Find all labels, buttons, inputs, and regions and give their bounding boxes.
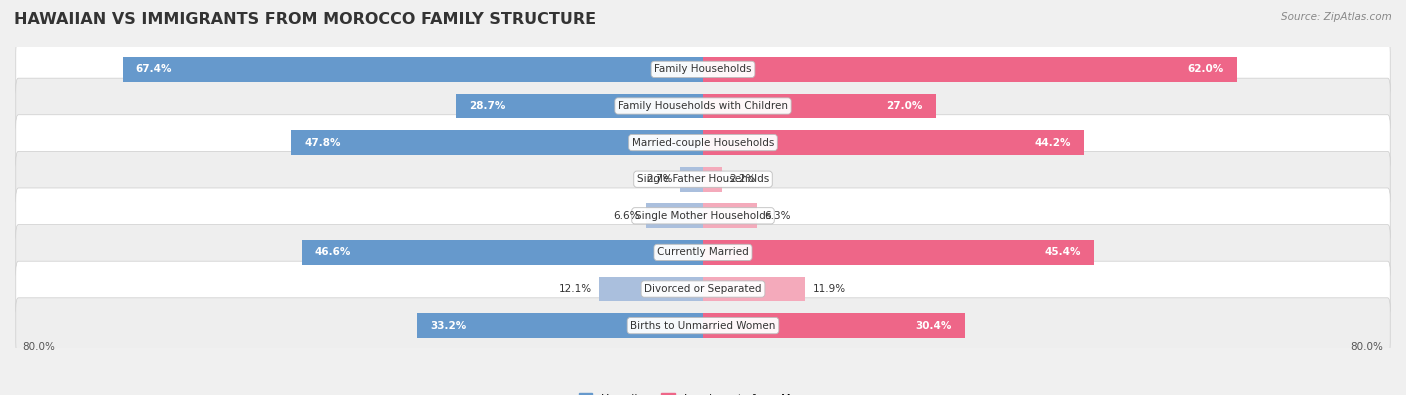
Text: Family Households: Family Households xyxy=(654,64,752,74)
Bar xyxy=(302,240,703,265)
Bar xyxy=(703,203,758,228)
Text: Single Mother Households: Single Mother Households xyxy=(636,211,770,221)
Text: 67.4%: 67.4% xyxy=(135,64,172,74)
Text: 33.2%: 33.2% xyxy=(430,321,467,331)
Text: 44.2%: 44.2% xyxy=(1035,137,1071,148)
Bar xyxy=(703,57,1237,82)
Text: 28.7%: 28.7% xyxy=(468,101,505,111)
Text: 62.0%: 62.0% xyxy=(1188,64,1225,74)
Text: 45.4%: 45.4% xyxy=(1045,247,1081,258)
Text: 2.2%: 2.2% xyxy=(728,174,755,184)
Text: Source: ZipAtlas.com: Source: ZipAtlas.com xyxy=(1281,12,1392,22)
FancyBboxPatch shape xyxy=(15,298,1391,354)
Text: 46.6%: 46.6% xyxy=(315,247,352,258)
Bar xyxy=(703,240,1094,265)
FancyBboxPatch shape xyxy=(15,41,1391,97)
Text: HAWAIIAN VS IMMIGRANTS FROM MOROCCO FAMILY STRUCTURE: HAWAIIAN VS IMMIGRANTS FROM MOROCCO FAMI… xyxy=(14,12,596,27)
Bar xyxy=(703,167,721,192)
Bar xyxy=(291,130,703,155)
Text: 80.0%: 80.0% xyxy=(22,342,56,352)
FancyBboxPatch shape xyxy=(15,151,1391,207)
Text: Currently Married: Currently Married xyxy=(657,247,749,258)
Bar xyxy=(703,94,935,118)
Text: Married-couple Households: Married-couple Households xyxy=(631,137,775,148)
Text: 2.7%: 2.7% xyxy=(647,174,673,184)
Bar xyxy=(418,313,703,338)
Text: Single Father Households: Single Father Households xyxy=(637,174,769,184)
Text: Births to Unmarried Women: Births to Unmarried Women xyxy=(630,321,776,331)
Text: 27.0%: 27.0% xyxy=(886,101,922,111)
FancyBboxPatch shape xyxy=(15,188,1391,244)
Text: Family Households with Children: Family Households with Children xyxy=(619,101,787,111)
Text: 12.1%: 12.1% xyxy=(558,284,592,294)
Bar xyxy=(647,203,703,228)
Text: 80.0%: 80.0% xyxy=(1350,342,1384,352)
FancyBboxPatch shape xyxy=(15,225,1391,280)
Bar xyxy=(456,94,703,118)
Bar xyxy=(599,276,703,301)
Text: 6.3%: 6.3% xyxy=(763,211,790,221)
Text: Divorced or Separated: Divorced or Separated xyxy=(644,284,762,294)
Text: 47.8%: 47.8% xyxy=(304,137,340,148)
Bar xyxy=(703,130,1084,155)
Bar xyxy=(122,57,703,82)
Legend: Hawaiian, Immigrants from Morocco: Hawaiian, Immigrants from Morocco xyxy=(575,389,831,395)
Text: 11.9%: 11.9% xyxy=(813,284,845,294)
FancyBboxPatch shape xyxy=(15,261,1391,317)
Bar xyxy=(703,276,806,301)
Text: 30.4%: 30.4% xyxy=(915,321,952,331)
Bar xyxy=(703,313,965,338)
Bar xyxy=(679,167,703,192)
FancyBboxPatch shape xyxy=(15,115,1391,170)
FancyBboxPatch shape xyxy=(15,78,1391,134)
Text: 6.6%: 6.6% xyxy=(613,211,640,221)
